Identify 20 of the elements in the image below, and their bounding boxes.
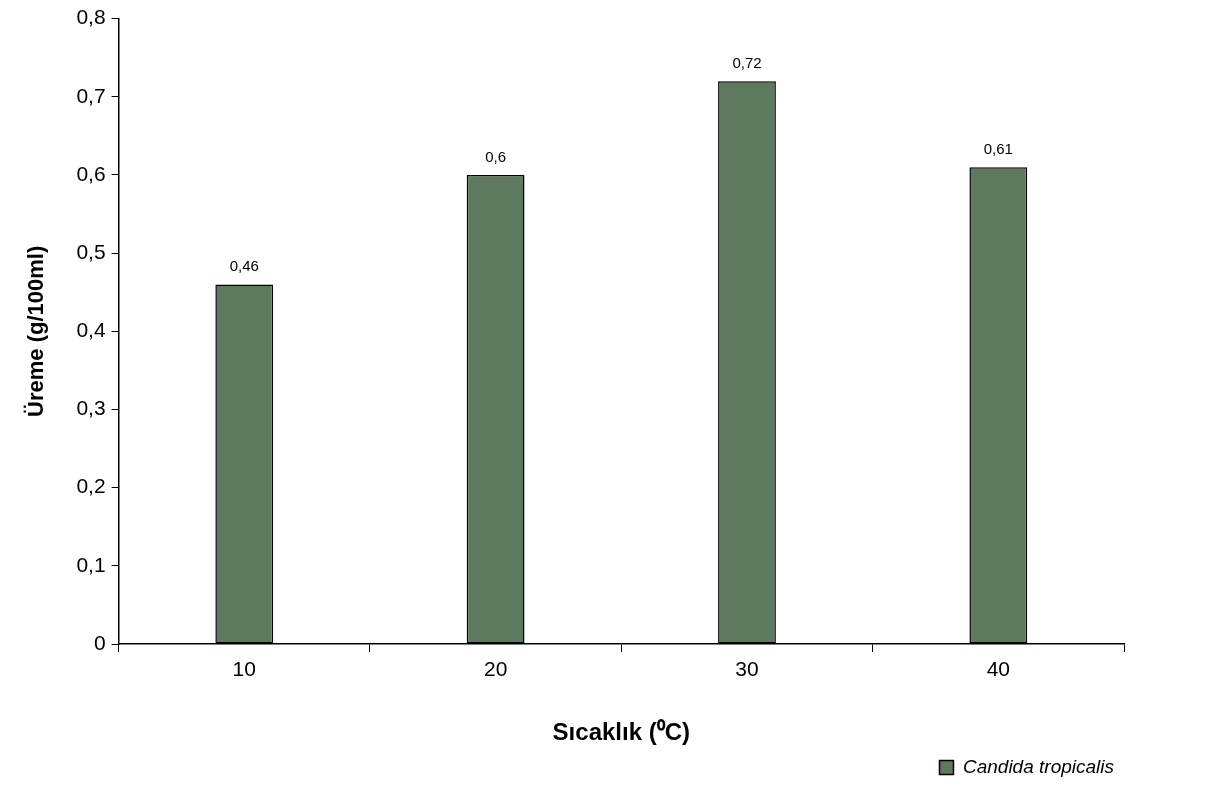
x-tick-label: 20: [483, 657, 508, 681]
y-tick-label: 0,3: [76, 396, 106, 420]
data-label: 0,6: [485, 147, 507, 165]
y-tick-label: 0,1: [76, 552, 106, 576]
y-tick-label: 0,2: [76, 474, 106, 498]
x-axis-title: Sıcaklık (⁰C): [552, 718, 690, 746]
legend-label: Candida tropicalis: [962, 755, 1115, 777]
y-axis-title: Üreme (g/100ml): [23, 245, 49, 417]
data-label: 0,46: [229, 257, 259, 275]
y-tick-label: 0: [93, 630, 106, 654]
data-label: 0,61: [983, 139, 1013, 157]
data-label: 0,72: [732, 53, 762, 71]
y-tick-label: 0,7: [76, 83, 106, 107]
x-tick-label: 30: [735, 657, 759, 681]
x-tick-label: 40: [986, 657, 1010, 681]
x-tick-label: 10: [232, 657, 256, 681]
y-tick-label: 0,4: [76, 318, 106, 342]
y-tick-label: 0,5: [76, 239, 106, 263]
y-tick-label: 0,8: [76, 5, 106, 29]
y-tick-label: 0,6: [76, 161, 106, 185]
